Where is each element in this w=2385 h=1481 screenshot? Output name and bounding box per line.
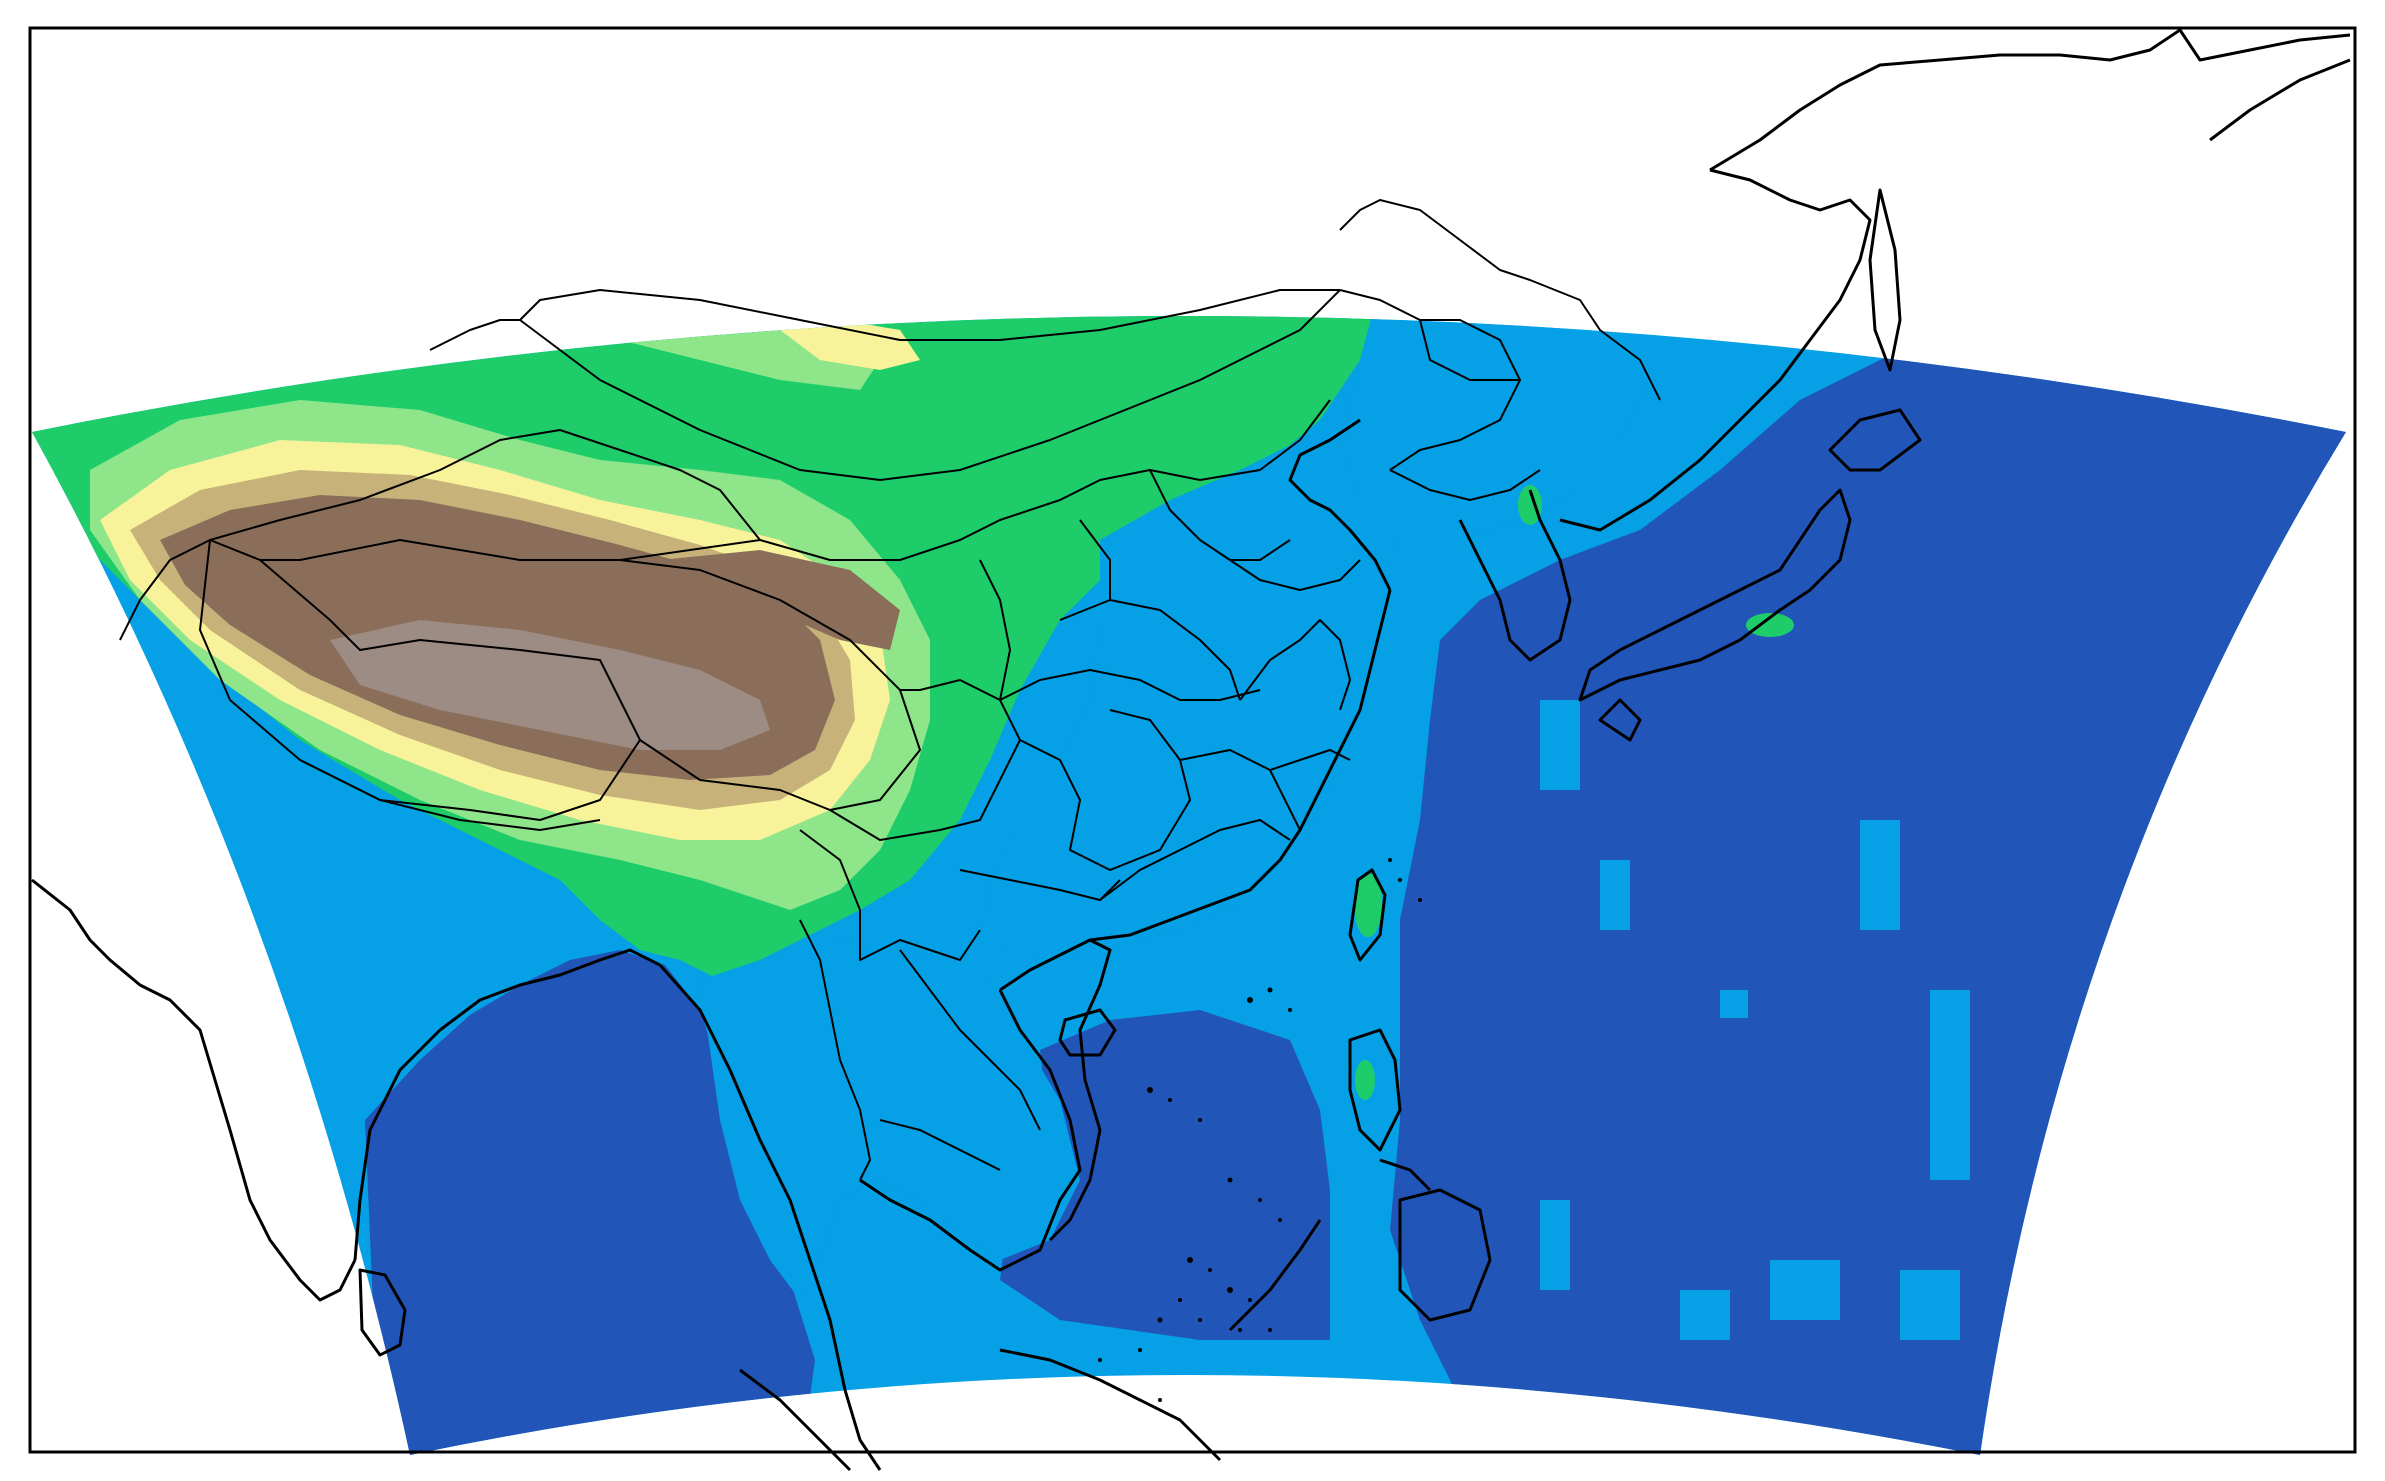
border-india-nepal xyxy=(299,759,601,831)
border-zhejiang-fujian xyxy=(1269,749,1351,771)
coast-mindanao xyxy=(1398,1188,1492,1322)
land-korea-hills xyxy=(1518,485,1542,525)
border-yunnan xyxy=(799,829,981,961)
map-frame xyxy=(28,26,2357,1454)
border-shaanxi xyxy=(979,559,1011,701)
coast-japan-honshu xyxy=(1578,488,1852,702)
border-hunan xyxy=(1019,709,1191,871)
border-xinjiang xyxy=(209,429,761,561)
coast-kamchatka xyxy=(2209,58,2351,142)
coast-hainan xyxy=(1058,1008,1117,1057)
border-sichuan xyxy=(829,679,1021,841)
border-mongolia xyxy=(519,289,1341,481)
border-heilongjiang xyxy=(1419,319,1520,381)
coast-taiwan xyxy=(1348,868,1387,962)
border-hubei xyxy=(999,669,1261,701)
border-shandong xyxy=(1229,559,1361,591)
land-northeast-plain xyxy=(1340,316,1650,540)
coast-gulf-thailand xyxy=(859,989,1082,1272)
border-china-russia xyxy=(1339,199,1661,401)
land-hills-north xyxy=(780,320,920,370)
coast-indochina xyxy=(658,964,882,1471)
border-burma-thai xyxy=(799,919,871,1181)
border-henan xyxy=(1059,599,1241,701)
border-northeast xyxy=(1339,289,1521,471)
deep-ocean-south-china-sea xyxy=(1000,1010,1330,1340)
coast-japan-hokkaido xyxy=(1828,408,1922,472)
land-low-hills-north xyxy=(560,316,880,390)
province-borders xyxy=(119,199,1661,1181)
border-northern-kazakh xyxy=(429,319,520,351)
coast-palawan xyxy=(1228,1219,1322,1332)
coast-visayas xyxy=(1379,1158,1432,1192)
coast-okhotsk xyxy=(1559,168,1872,532)
coast-luzon xyxy=(1348,1028,1402,1152)
land-taiwan xyxy=(1354,873,1382,937)
coast-sakhalin xyxy=(1868,188,1902,372)
coast-east-china xyxy=(1288,418,1392,591)
coast-india xyxy=(31,878,357,1302)
border-hebei xyxy=(1149,469,1291,561)
border-russia-mongolia-north xyxy=(519,289,1340,341)
land-luzon-hills xyxy=(1355,1060,1375,1100)
coast-korea xyxy=(1458,489,1572,662)
coast-russia-far-east xyxy=(1709,28,2351,172)
deep-ocean-sea-of-japan xyxy=(1600,460,1820,640)
border-thai-cambodia xyxy=(879,1119,1001,1171)
border-anhui-jiangsu xyxy=(1239,619,1351,711)
land-se-asia xyxy=(700,940,1080,1300)
coast-sumatra xyxy=(739,1368,852,1472)
coast-japan-kyushu xyxy=(1598,698,1642,742)
land-japan-hills xyxy=(1746,613,1794,637)
small-islands xyxy=(1098,858,1422,1402)
coast-borneo xyxy=(999,1348,1222,1462)
deep-ocean-bay-of-bengal xyxy=(365,950,815,1455)
coast-sri-lanka xyxy=(358,1268,407,1357)
border-qinghai xyxy=(619,559,921,811)
border-inner-mongolia xyxy=(759,399,1331,561)
border-shanxi xyxy=(1079,519,1111,600)
border-guangxi xyxy=(959,869,1121,901)
coast-india-east xyxy=(353,948,661,1261)
shallow-patches xyxy=(1540,700,1970,1340)
coastlines xyxy=(31,28,2351,1472)
border-laos-vietnam xyxy=(899,949,1041,1131)
border-jilin xyxy=(1389,469,1541,501)
terrain-fill-layer xyxy=(32,316,2346,1455)
border-pakistan xyxy=(119,539,211,641)
land-high-mountain xyxy=(330,620,770,750)
coast-vietnam xyxy=(999,938,1112,1242)
border-guangdong xyxy=(1099,819,1291,901)
